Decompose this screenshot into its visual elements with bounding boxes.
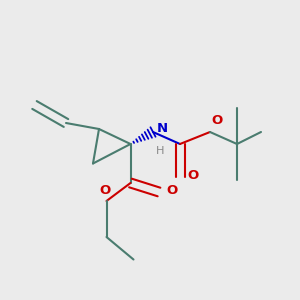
Text: O: O [167, 184, 178, 197]
Text: O: O [212, 115, 223, 128]
Text: O: O [188, 169, 199, 182]
Text: H: H [155, 146, 164, 155]
Text: O: O [99, 184, 111, 196]
Text: N: N [157, 122, 168, 136]
